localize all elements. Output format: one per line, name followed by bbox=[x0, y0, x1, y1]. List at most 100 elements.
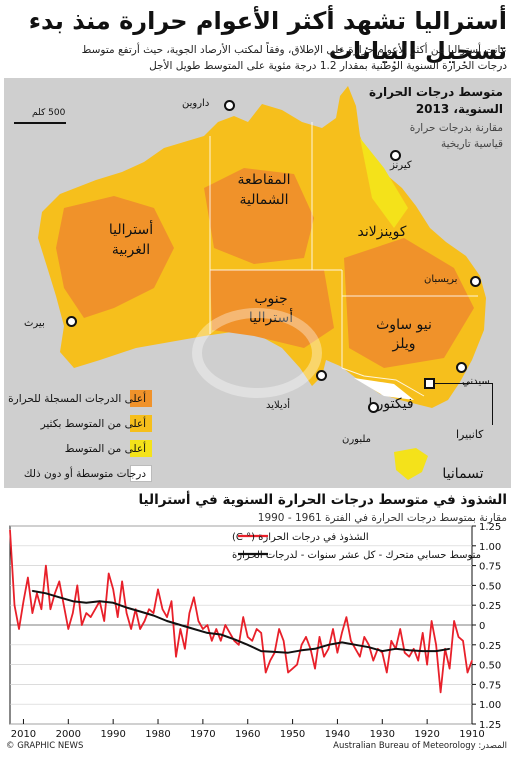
data-point bbox=[278, 628, 280, 630]
data-point bbox=[341, 632, 343, 634]
data-point bbox=[170, 600, 173, 602]
city-label-sydney: سيدني bbox=[462, 376, 490, 387]
data-point bbox=[327, 644, 330, 646]
data-point bbox=[265, 671, 267, 674]
legend-label-much-above: أعلى من المتوسط بكثير bbox=[40, 417, 146, 430]
data-point bbox=[238, 644, 240, 646]
series-line bbox=[32, 589, 450, 654]
data-point bbox=[54, 592, 56, 594]
above-zone-north bbox=[360, 138, 408, 228]
map-legend: أعلى الدرجات المسجلة للحرارة أعلى من الم… bbox=[6, 386, 221, 486]
data-point bbox=[256, 628, 258, 630]
data-point bbox=[166, 616, 168, 618]
footer-source: المصدر: Australian Bureau of Meteorology bbox=[333, 741, 507, 751]
data-point bbox=[413, 648, 415, 650]
y-tick-label: 0.75 bbox=[479, 680, 501, 691]
y-tick-label: 1.25 bbox=[479, 720, 501, 731]
data-point bbox=[354, 644, 356, 646]
data-point bbox=[76, 584, 78, 587]
data-point bbox=[399, 628, 401, 630]
data-point bbox=[431, 620, 433, 622]
data-point bbox=[126, 612, 128, 614]
data-point bbox=[390, 640, 392, 642]
data-point bbox=[85, 602, 87, 604]
data-point bbox=[449, 648, 451, 650]
data-point bbox=[206, 624, 208, 626]
intro-text: عانت أستراليا من أكثر الأعوام حرارة على … bbox=[12, 42, 507, 74]
city-marker-canberra bbox=[424, 378, 435, 389]
legend-label-record: أعلى الدرجات المسجلة للحرارة bbox=[8, 392, 146, 405]
data-point bbox=[148, 608, 150, 610]
series-line bbox=[9, 529, 473, 694]
record-zone-centre bbox=[204, 168, 314, 264]
data-point bbox=[45, 592, 47, 594]
x-tick-label: 1990 bbox=[100, 729, 125, 740]
region-label-tas: تسمانيا bbox=[442, 466, 484, 482]
data-point bbox=[202, 628, 204, 630]
data-point bbox=[63, 604, 65, 606]
data-point bbox=[139, 610, 141, 613]
city-marker-brisbane bbox=[470, 276, 481, 287]
intro-line-2: درجات الحرارة السنوية الوطنية بمقدار 1.2… bbox=[149, 60, 507, 72]
data-point bbox=[40, 608, 43, 610]
data-point bbox=[72, 600, 74, 602]
data-point bbox=[359, 656, 361, 658]
y-tick-label: 0.75 bbox=[479, 562, 501, 573]
data-point bbox=[206, 632, 208, 634]
data-point bbox=[363, 636, 365, 638]
city-label-brisbane: بريسبان bbox=[424, 274, 458, 285]
data-point bbox=[31, 612, 33, 614]
data-point bbox=[350, 640, 352, 642]
data-point bbox=[224, 624, 226, 626]
region-label-wa: أستراليا الغربية bbox=[108, 222, 154, 258]
data-point bbox=[274, 651, 276, 653]
record-zone-west bbox=[56, 196, 174, 318]
data-point bbox=[103, 620, 105, 622]
data-point bbox=[440, 691, 442, 693]
map-subtitle-line-1: مقارنة بدرجات حرارة bbox=[409, 122, 503, 134]
legend-swatch-above bbox=[130, 440, 152, 457]
data-point bbox=[251, 640, 253, 642]
city-marker-melbourne bbox=[368, 402, 379, 413]
data-point bbox=[49, 608, 52, 610]
data-point bbox=[233, 638, 235, 640]
data-point bbox=[247, 644, 249, 646]
data-point bbox=[58, 596, 60, 598]
region-label-nsw: نيو ساوث ويلز bbox=[376, 317, 432, 352]
data-point bbox=[449, 668, 451, 670]
page-title: أستراليا تشهد أكثر الأعوام حرارة منذ بدء… bbox=[28, 7, 507, 65]
canberra-leader-line bbox=[435, 383, 493, 425]
data-point bbox=[247, 636, 249, 638]
city-label-melbourne: ملبورن bbox=[342, 434, 372, 445]
data-point bbox=[193, 596, 195, 598]
map-panel: 500 كلم أستراليا الغربية المقاطعة الشمال… bbox=[4, 78, 511, 488]
data-point bbox=[112, 602, 114, 604]
data-point bbox=[220, 640, 222, 642]
data-point bbox=[27, 576, 29, 579]
city-label-darwin: داروين bbox=[182, 98, 210, 109]
data-point bbox=[305, 636, 307, 638]
data-point bbox=[152, 612, 155, 614]
chart-legend-label: الشذوذ في درجات الحرارة (° C) bbox=[232, 532, 369, 543]
data-point bbox=[260, 650, 262, 652]
x-tick-label: 1980 bbox=[145, 729, 170, 740]
data-point bbox=[408, 649, 410, 651]
data-point bbox=[314, 648, 316, 650]
data-point bbox=[166, 620, 168, 622]
legend-swatch-much-above bbox=[130, 415, 152, 432]
record-zone-east bbox=[344, 238, 474, 368]
region-label-nt: المقاطعة الشمالية bbox=[237, 172, 291, 208]
city-label-adelaide: أديلايد bbox=[266, 400, 291, 411]
legend-label-average: درجات متوسطة أو دون ذلك bbox=[23, 467, 146, 480]
data-point bbox=[9, 529, 11, 531]
data-point bbox=[45, 565, 47, 567]
data-point bbox=[139, 628, 141, 630]
data-point bbox=[94, 608, 96, 610]
data-point bbox=[90, 616, 92, 618]
data-point bbox=[99, 600, 101, 602]
map-title: متوسط درجات الحرارة السنوية، 2013 bbox=[353, 84, 503, 118]
data-point bbox=[453, 620, 455, 622]
data-point bbox=[121, 580, 123, 583]
data-point bbox=[179, 628, 181, 630]
data-point bbox=[426, 664, 428, 666]
